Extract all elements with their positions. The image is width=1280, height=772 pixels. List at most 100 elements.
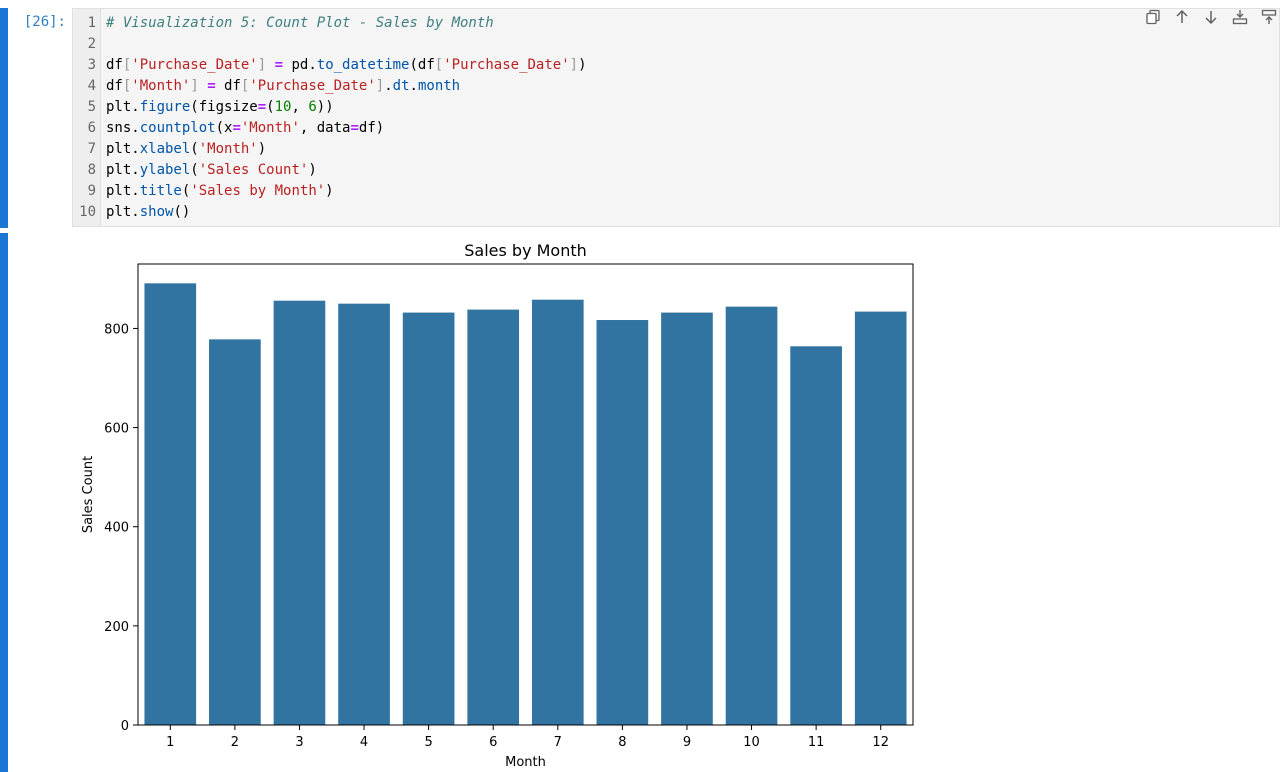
- code-token: month: [417, 78, 461, 94]
- bar-month-6: [467, 309, 520, 725]
- code-token: .: [384, 78, 393, 94]
- code-token: figure: [139, 99, 191, 115]
- x-axis-label: Month: [505, 755, 546, 770]
- code-token: =: [257, 99, 267, 115]
- code-token: ]: [190, 78, 199, 94]
- x-tick-label: 6: [489, 735, 497, 750]
- x-tick-label: 10: [743, 735, 760, 750]
- bar-month-1: [144, 283, 197, 725]
- output-collapse-bar[interactable]: [0, 233, 8, 772]
- code-token: plt.: [106, 99, 140, 115]
- insert-above-button[interactable]: [1229, 6, 1251, 28]
- code-token: ,: [291, 99, 309, 115]
- plot-frame: [137, 263, 914, 726]
- line-number: 10: [79, 204, 96, 220]
- code-token: [: [434, 57, 444, 73]
- code-token: (: [266, 99, 275, 115]
- move-down-button[interactable]: [1200, 6, 1222, 28]
- bar-month-4: [338, 303, 390, 725]
- line-number-gutter: [73, 9, 101, 226]
- code-token: (df: [409, 57, 435, 73]
- arrow-up-icon: [1176, 9, 1188, 23]
- code-token: # Visualization 5: Count Plot - Sales by…: [106, 15, 494, 31]
- code-line[interactable]: sns.countplot(x='Month', data=df): [106, 118, 384, 139]
- duplicate-icon: [1146, 9, 1160, 25]
- x-tick-label: 3: [295, 735, 303, 750]
- code-token: title: [139, 183, 182, 199]
- bar-month-9: [661, 312, 713, 725]
- code-line[interactable]: plt.ylabel('Sales Count'): [106, 160, 317, 181]
- move-up-button[interactable]: [1171, 6, 1193, 28]
- line-number: 5: [87, 99, 96, 115]
- code-line[interactable]: plt.figure(figsize=(10, 6)): [106, 97, 334, 118]
- code-token: 'Purchase_Date': [443, 57, 570, 73]
- code-token: =: [274, 57, 284, 73]
- code-token: (figsize: [190, 99, 258, 115]
- x-tick-label: 2: [231, 735, 239, 750]
- code-token: 'Sales Count': [198, 162, 309, 178]
- x-tick-label: 5: [424, 735, 432, 750]
- code-token: , data: [299, 120, 351, 136]
- x-tick-label: 1: [166, 735, 174, 750]
- code-token: 10: [274, 99, 292, 115]
- x-tick-label: 11: [808, 735, 825, 750]
- arrow-down-icon: [1205, 11, 1217, 25]
- code-line[interactable]: plt.show(): [106, 202, 190, 223]
- bar-month-8: [596, 320, 649, 725]
- x-tick-label: 8: [618, 735, 626, 750]
- line-number: 1: [87, 15, 96, 31]
- y-tick-label: 600: [104, 422, 129, 437]
- line-number: 2: [87, 36, 96, 52]
- bar-month-3: [273, 300, 326, 725]
- code-token: (: [190, 141, 199, 157]
- bar-month-5: [402, 312, 455, 725]
- duplicate-cell-button[interactable]: [1142, 6, 1164, 28]
- line-number: 4: [87, 78, 96, 94]
- code-token: dt: [392, 78, 410, 94]
- code-token: [266, 57, 274, 73]
- line-number: 8: [87, 162, 96, 178]
- code-line[interactable]: df['Purchase_Date'] = pd.to_datetime(df[…: [106, 55, 587, 76]
- code-token: show: [139, 204, 174, 220]
- execution-count-prompt: [26]:: [23, 14, 66, 30]
- code-token: ): [578, 57, 587, 73]
- code-token: plt.: [106, 141, 140, 157]
- code-token: ): [308, 162, 317, 178]
- active-cell-indicator[interactable]: [0, 8, 8, 228]
- y-tick-label: 200: [104, 620, 129, 635]
- code-token: )): [316, 99, 334, 115]
- bar-month-12: [854, 311, 907, 725]
- y-axis-label: Sales Count: [81, 456, 96, 533]
- code-token: [: [122, 57, 132, 73]
- code-token: countplot: [139, 120, 216, 136]
- code-token: ): [257, 141, 267, 157]
- code-token: (: [190, 162, 199, 178]
- code-token: (): [173, 204, 191, 220]
- x-tick-label: 9: [683, 735, 691, 750]
- code-token: 'Purchase_Date': [131, 57, 258, 73]
- code-line[interactable]: # Visualization 5: Count Plot - Sales by…: [106, 13, 494, 34]
- code-line[interactable]: df['Month'] = df['Purchase_Date'].dt.mon…: [106, 76, 460, 97]
- x-tick-label: 12: [872, 735, 889, 750]
- insert-below-icon: [1261, 9, 1277, 24]
- y-tick-label: 0: [121, 719, 129, 734]
- line-number: 9: [87, 183, 96, 199]
- code-token: ): [325, 183, 334, 199]
- code-token: ylabel: [139, 162, 191, 178]
- code-editor[interactable]: # Visualization 5: Count Plot - Sales by…: [72, 8, 1280, 227]
- code-token: ]: [569, 57, 579, 73]
- bar-month-7: [531, 299, 584, 725]
- y-tick-label: 800: [104, 322, 129, 337]
- code-token: [: [122, 78, 132, 94]
- code-token: df: [106, 57, 123, 73]
- code-token: =: [232, 120, 241, 136]
- code-line[interactable]: plt.title('Sales by Month'): [106, 181, 334, 202]
- code-token: ]: [257, 57, 267, 73]
- code-token: pd.: [283, 57, 317, 73]
- code-line[interactable]: plt.xlabel('Month'): [106, 139, 266, 160]
- chart-title: Sales by Month: [464, 241, 587, 260]
- insert-below-button[interactable]: [1258, 6, 1280, 28]
- code-token: (: [181, 183, 191, 199]
- bar-month-11: [790, 346, 842, 725]
